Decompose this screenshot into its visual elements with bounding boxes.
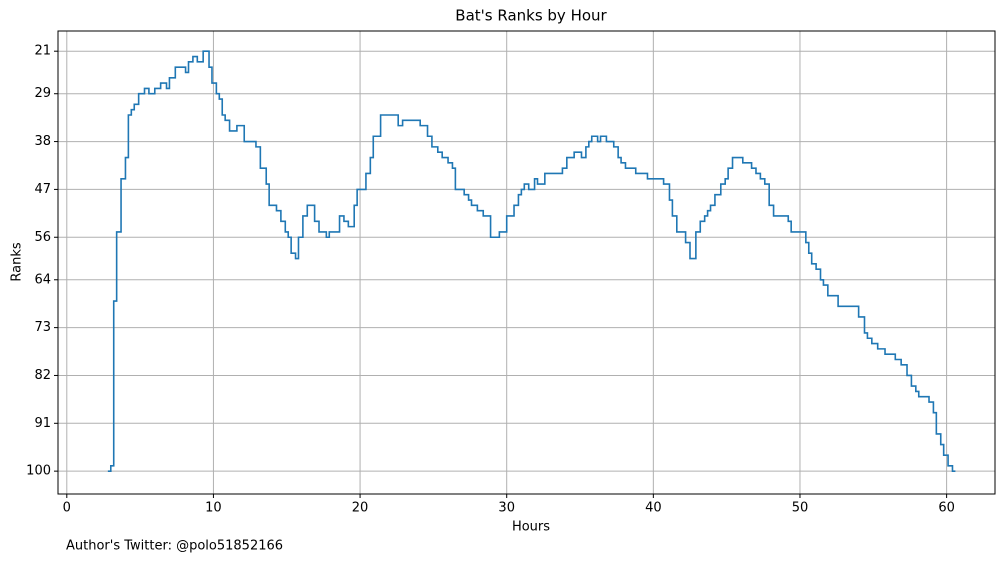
chart-title: Bat's Ranks by Hour (455, 7, 607, 25)
footnote: Author's Twitter: @polo51852166 (66, 539, 283, 554)
x-tick-label: 40 (645, 501, 662, 516)
y-tick-label: 38 (34, 134, 51, 149)
y-tick-label: 73 (34, 320, 51, 335)
y-tick-label: 82 (34, 368, 51, 383)
x-tick-label: 20 (352, 501, 369, 516)
y-tick-label: 100 (26, 464, 51, 479)
x-tick-label: 60 (938, 501, 955, 516)
x-tick-label: 10 (205, 501, 222, 516)
plot-frame (57, 30, 996, 495)
y-tick-label: 21 (34, 44, 51, 59)
x-tick-label: 0 (63, 501, 71, 516)
rank-line (107, 50, 956, 472)
y-tick-label: 29 (34, 86, 51, 101)
x-tick-label: 50 (792, 501, 809, 516)
y-tick-label: 64 (34, 272, 51, 287)
y-tick-label: 47 (34, 182, 51, 197)
y-axis-label: Ranks (10, 242, 25, 281)
x-tick-label: 30 (498, 501, 515, 516)
y-tick-label: 91 (34, 416, 51, 431)
y-tick-label: 56 (34, 230, 51, 245)
x-axis-label: Hours (512, 520, 550, 535)
